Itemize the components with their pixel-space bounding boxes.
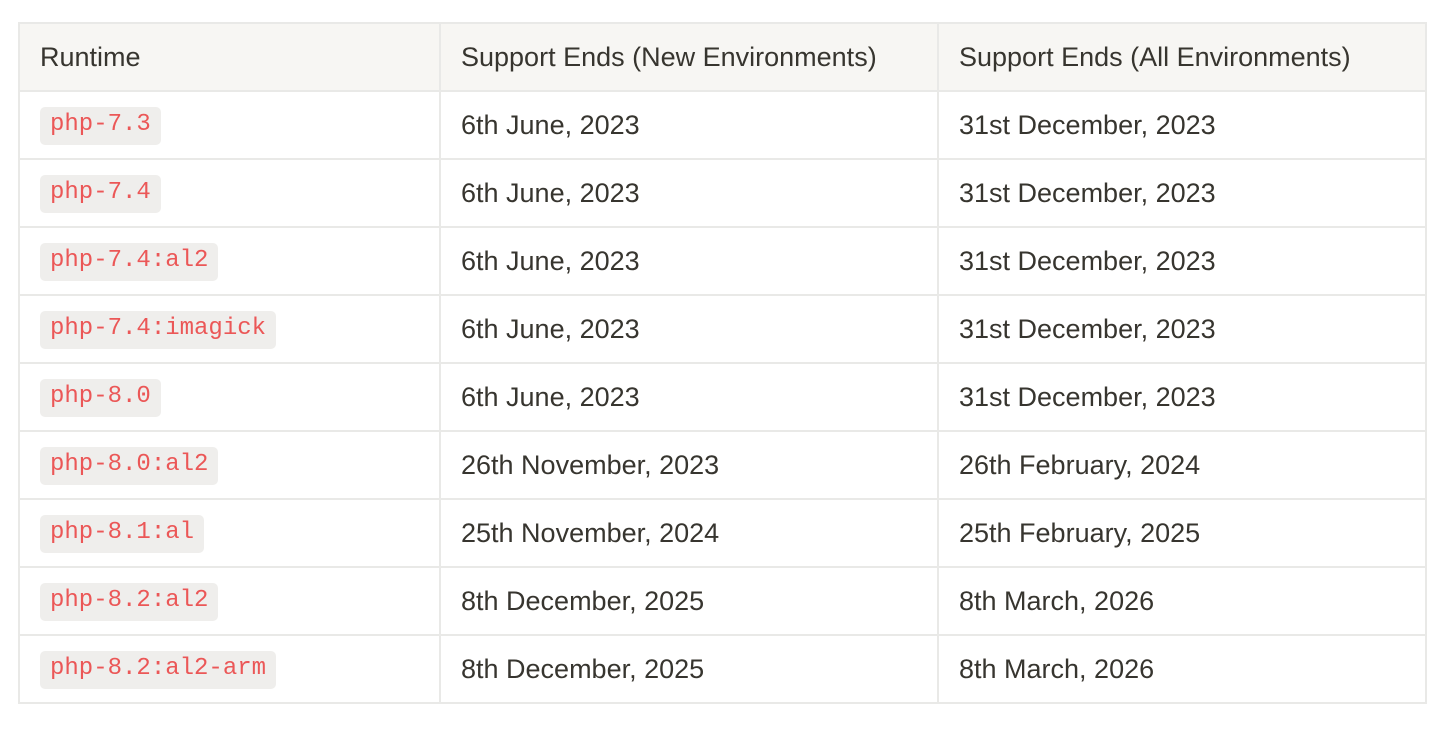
table-row: php-7.3 6th June, 2023 31st December, 20… [18, 90, 1427, 160]
runtime-code: php-8.2:al2-arm [40, 651, 277, 689]
runtime-code: php-7.4:al2 [40, 243, 219, 281]
runtime-code: php-8.1:al [40, 515, 205, 553]
table-row: php-7.4:imagick 6th June, 2023 31st Dece… [18, 294, 1427, 364]
table-row: php-7.4 6th June, 2023 31st December, 20… [18, 158, 1427, 228]
all-env-date-cell: 26th February, 2024 [937, 430, 1427, 500]
table-row: php-8.2:al2 8th December, 2025 8th March… [18, 566, 1427, 636]
all-env-date-cell: 8th March, 2026 [937, 634, 1427, 704]
table-row: php-7.4:al2 6th June, 2023 31st December… [18, 226, 1427, 296]
runtime-code: php-8.0 [40, 379, 161, 417]
all-env-date-cell: 25th February, 2025 [937, 498, 1427, 568]
runtime-cell: php-8.0 [18, 362, 441, 432]
runtime-cell: php-8.0:al2 [18, 430, 441, 500]
new-env-date-cell: 26th November, 2023 [439, 430, 939, 500]
all-env-date-cell: 31st December, 2023 [937, 90, 1427, 160]
runtime-code: php-7.3 [40, 107, 161, 145]
runtime-cell: php-7.4:imagick [18, 294, 441, 364]
header-support-ends-all: Support Ends (All Environments) [937, 22, 1427, 92]
header-support-ends-new: Support Ends (New Environments) [439, 22, 939, 92]
runtime-cell: php-7.4:al2 [18, 226, 441, 296]
all-env-date-cell: 31st December, 2023 [937, 158, 1427, 228]
all-env-date-cell: 31st December, 2023 [937, 362, 1427, 432]
header-row: Runtime Support Ends (New Environments) … [18, 22, 1427, 92]
runtime-support-table: Runtime Support Ends (New Environments) … [18, 22, 1427, 704]
all-env-date-cell: 8th March, 2026 [937, 566, 1427, 636]
runtime-code: php-7.4 [40, 175, 161, 213]
table-row: php-8.2:al2-arm 8th December, 2025 8th M… [18, 634, 1427, 704]
runtime-cell: php-7.4 [18, 158, 441, 228]
new-env-date-cell: 8th December, 2025 [439, 634, 939, 704]
all-env-date-cell: 31st December, 2023 [937, 294, 1427, 364]
new-env-date-cell: 6th June, 2023 [439, 362, 939, 432]
table-header: Runtime Support Ends (New Environments) … [18, 22, 1427, 92]
new-env-date-cell: 25th November, 2024 [439, 498, 939, 568]
new-env-date-cell: 6th June, 2023 [439, 294, 939, 364]
header-runtime: Runtime [18, 22, 441, 92]
runtime-code: php-7.4:imagick [40, 311, 277, 349]
all-env-date-cell: 31st December, 2023 [937, 226, 1427, 296]
runtime-code: php-8.0:al2 [40, 447, 219, 485]
runtime-cell: php-8.1:al [18, 498, 441, 568]
runtime-cell: php-8.2:al2 [18, 566, 441, 636]
table-row: php-8.0 6th June, 2023 31st December, 20… [18, 362, 1427, 432]
new-env-date-cell: 6th June, 2023 [439, 226, 939, 296]
runtime-cell: php-8.2:al2-arm [18, 634, 441, 704]
table-body: php-7.3 6th June, 2023 31st December, 20… [18, 90, 1427, 704]
runtime-code: php-8.2:al2 [40, 583, 219, 621]
table-row: php-8.1:al 25th November, 2024 25th Febr… [18, 498, 1427, 568]
runtime-cell: php-7.3 [18, 90, 441, 160]
new-env-date-cell: 6th June, 2023 [439, 90, 939, 160]
new-env-date-cell: 8th December, 2025 [439, 566, 939, 636]
new-env-date-cell: 6th June, 2023 [439, 158, 939, 228]
table-row: php-8.0:al2 26th November, 2023 26th Feb… [18, 430, 1427, 500]
